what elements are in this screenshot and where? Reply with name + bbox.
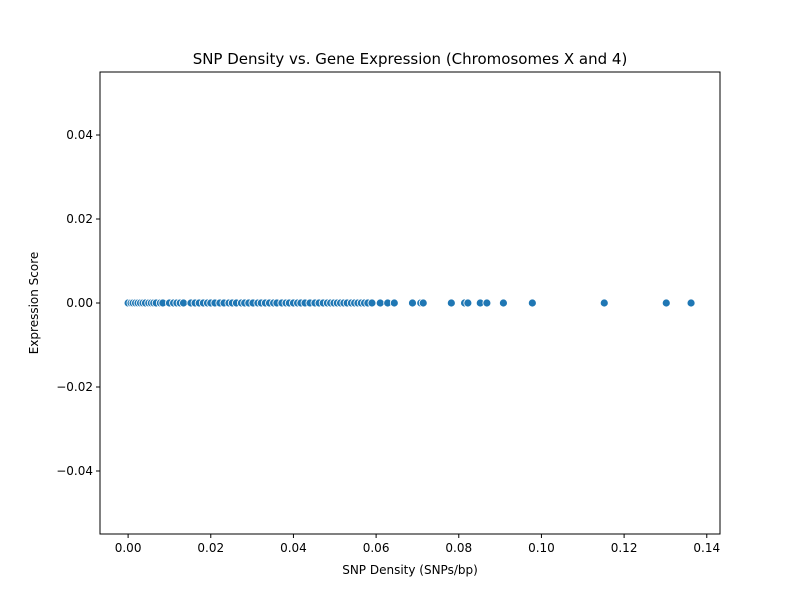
data-point bbox=[179, 298, 188, 308]
x-tick-label: 0.02 bbox=[197, 541, 224, 555]
data-point bbox=[463, 298, 473, 308]
x-tick-label: 0.00 bbox=[115, 541, 142, 555]
data-point bbox=[527, 298, 537, 308]
data-point bbox=[375, 298, 385, 308]
data-point bbox=[686, 298, 696, 308]
chart-title: SNP Density vs. Gene Expression (Chromos… bbox=[193, 50, 628, 68]
data-point bbox=[482, 298, 492, 308]
x-tick-label: 0.10 bbox=[528, 541, 555, 555]
data-point bbox=[446, 298, 456, 308]
x-tick-label: 0.06 bbox=[363, 541, 390, 555]
data-point bbox=[499, 298, 508, 308]
x-tick-label: 0.04 bbox=[280, 541, 307, 555]
data-point bbox=[389, 298, 399, 308]
y-tick-label: 0.00 bbox=[66, 296, 93, 310]
data-point bbox=[418, 298, 428, 308]
data-point bbox=[367, 298, 377, 308]
y-tick-label: −0.02 bbox=[56, 380, 93, 394]
y-axis-ticks: −0.04 −0.02 0.00 0.02 0.04 bbox=[56, 128, 100, 478]
data-point bbox=[599, 298, 609, 308]
y-tick-label: −0.04 bbox=[56, 464, 93, 478]
y-tick-label: 0.04 bbox=[66, 128, 93, 142]
data-points bbox=[123, 298, 696, 308]
x-axis-ticks: 0.00 0.02 0.04 0.06 0.08 0.10 0.12 0.14 bbox=[115, 534, 720, 555]
x-axis-title: SNP Density (SNPs/bp) bbox=[342, 563, 478, 577]
x-tick-label: 0.08 bbox=[445, 541, 472, 555]
y-tick-label: 0.02 bbox=[66, 212, 93, 226]
data-point bbox=[661, 298, 671, 308]
x-tick-label: 0.14 bbox=[693, 541, 720, 555]
data-point bbox=[408, 298, 417, 308]
x-tick-label: 0.12 bbox=[611, 541, 638, 555]
y-axis-title: Expression Score bbox=[27, 252, 41, 355]
